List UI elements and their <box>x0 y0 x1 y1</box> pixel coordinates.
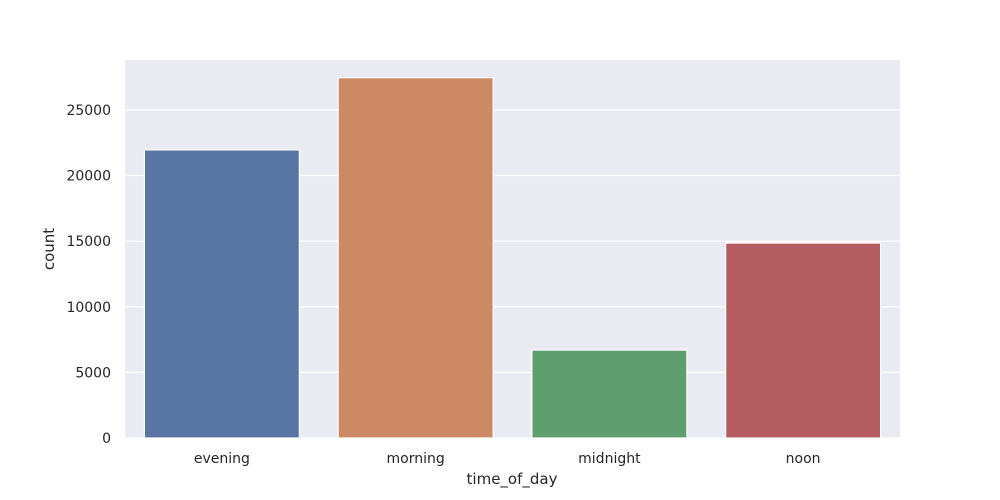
x-tick-label: morning <box>387 451 445 467</box>
bar-morning <box>337 77 494 439</box>
y-tick-label: 5000 <box>75 365 111 381</box>
x-axis-label: time_of_day <box>467 470 558 489</box>
bar-midnight <box>531 349 688 439</box>
x-tick-label: noon <box>786 451 821 467</box>
bars <box>143 77 882 439</box>
y-axis-ticks: 0 5000 10000 15000 20000 25000 <box>66 103 111 447</box>
bar-evening <box>143 149 300 439</box>
y-axis-label: count <box>40 228 58 270</box>
y-tick-label: 25000 <box>66 103 111 119</box>
y-tick-label: 15000 <box>66 234 111 250</box>
x-axis-ticks: evening morning midnight noon <box>194 451 821 467</box>
x-tick-label: midnight <box>578 451 641 467</box>
y-tick-label: 10000 <box>66 300 111 316</box>
bar-noon <box>725 242 882 439</box>
x-tick-label: evening <box>194 451 250 467</box>
y-tick-label: 0 <box>102 431 111 447</box>
y-tick-label: 20000 <box>66 169 111 185</box>
